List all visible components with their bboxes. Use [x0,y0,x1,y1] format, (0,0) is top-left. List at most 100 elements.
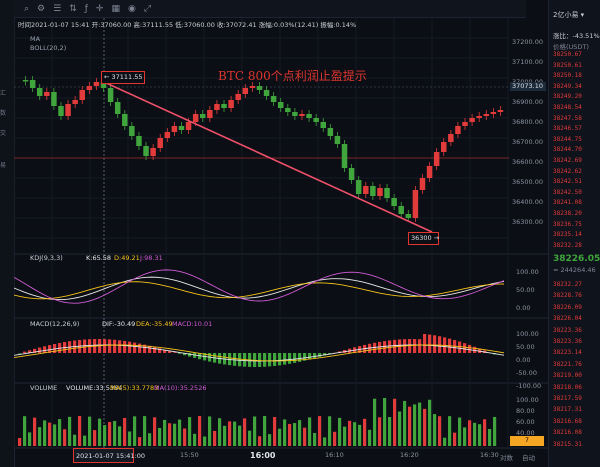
candle-body [221,104,227,108]
indicator-icon[interactable]: ƒ [84,3,88,14]
volume-bar [88,416,92,446]
left-strip-label[interactable]: 数 [0,110,7,117]
ma-label[interactable]: MA [30,35,41,43]
volume-bar [428,399,432,446]
candle-body [157,138,163,148]
volume-bar [358,424,362,446]
macd-bar [323,353,327,356]
bid-price[interactable]: 38226.09 [553,303,582,311]
volume-bar [318,416,322,446]
ask-price[interactable]: 38238.20 [553,210,582,217]
chart-canvas[interactable] [14,18,548,467]
volume-ma5: MA(5):33.7783 [110,384,159,392]
bid-price[interactable]: 38221.76 [553,360,582,368]
macd-bar [118,340,122,353]
auto-scale-toggle[interactable]: 自动 [522,454,535,462]
candle-body [490,112,497,114]
candle-body [185,122,192,130]
order-book-panel: 2亿小易 ▾ 涨比：-43.51% 价格(USDT) 38250.67 38250… [548,0,600,467]
candle-body [476,116,482,118]
ask-price[interactable]: 38242.51 [553,178,582,186]
ask-price[interactable]: 38250.67 [553,51,582,58]
ask-price[interactable]: 38241.08 [553,199,582,207]
volume-bar [38,427,42,446]
interval-select[interactable]: 2亿小易 ▾ [553,11,585,19]
bid-price[interactable]: 38223.36 [553,326,582,334]
ask-price[interactable]: 38246.57 [553,125,582,133]
bid-price[interactable]: 38216.68 [553,417,582,425]
left-strip-label[interactable]: 汇 [0,90,7,97]
volume-bar [158,427,162,446]
candle-body [65,104,71,116]
volume-ma10: MA(10):35.2526 [154,384,207,392]
ask-price[interactable]: 38242.69 [553,157,582,164]
macd-bar [308,353,312,360]
bid-price[interactable]: 38219.00 [553,372,582,380]
volume-bar [103,425,107,446]
macd-bar [288,353,292,364]
volume-bar [253,416,257,446]
log-scale-toggle[interactable]: 对数 [500,454,513,462]
ask-price[interactable]: 38250.18 [553,72,582,80]
kdj-label[interactable]: KDJ(9,3,3) [30,254,63,262]
left-strip-label[interactable]: 交 [0,130,7,137]
ask-price[interactable]: 38236.75 [553,220,582,228]
bid-price[interactable]: 38223.14 [553,349,582,357]
macd-bar [108,339,112,353]
candle-body [249,86,256,88]
ask-price[interactable]: 38250.61 [553,61,582,69]
volume-bar [393,398,397,446]
settings-icon[interactable]: ☰ [53,3,62,14]
bid-price[interactable]: 38232.27 [553,281,582,288]
volume-bar [403,400,407,446]
layout-icon[interactable]: ▦ [111,3,120,14]
price-tick: 36700.00 [512,138,544,146]
ask-price[interactable]: 38247.58 [553,114,582,122]
camera-icon[interactable]: ◉ [127,3,136,14]
bid-price[interactable]: 38223.36 [553,338,582,345]
volume-bar [258,436,262,446]
volume-bar [128,431,132,446]
adjust-icon[interactable]: ⇅ [69,3,77,14]
bid-price[interactable]: 38228.76 [553,292,582,300]
ask-price[interactable]: 38242.50 [553,188,582,196]
fullscreen-icon[interactable]: ⤢ [143,3,152,14]
candle-body [426,166,433,178]
volume-bar [263,416,267,446]
volume-bar [83,435,87,446]
candle-body [334,136,341,144]
bid-price[interactable]: 38217.31 [553,406,582,414]
bid-price[interactable]: 38217.59 [553,395,582,402]
price-tick: 36500.00 [512,178,544,186]
left-strip-label[interactable]: 易 [0,162,7,169]
boll-label[interactable]: BOLL(20,2) [30,44,67,52]
bid-price[interactable]: 38226.04 [553,315,582,323]
macd-bar [33,348,37,353]
volume-bar [98,418,102,446]
bid-price[interactable]: 38218.06 [553,383,582,391]
bid-price[interactable]: 38215.31 [553,440,582,448]
ask-price[interactable]: 38244.70 [553,146,582,154]
candle-body [242,88,249,94]
volume-bar [363,418,367,446]
ask-price[interactable]: 38248.54 [553,104,582,111]
macd-bar [313,353,317,359]
volume-bar [153,417,157,446]
macd-macd-value: MACD:10.01 [172,320,213,328]
search-icon[interactable]: ⌕ [24,3,30,14]
bid-price[interactable]: 38216.08 [553,429,582,437]
bottom-badge[interactable]: 7 [510,436,544,446]
crosshair-icon[interactable]: ✛ [95,3,104,14]
ask-price[interactable]: 38242.62 [553,167,582,175]
ask-price[interactable]: 38232.28 [553,241,582,249]
candle-body [348,168,355,180]
candle-body [86,86,93,90]
volume-label[interactable]: VOLUME [30,384,58,392]
gear-icon[interactable]: ⚙ [37,3,46,14]
ask-price[interactable]: 38249.20 [553,93,582,101]
ask-price[interactable]: 38244.75 [553,135,582,143]
ask-price[interactable]: 38249.34 [553,82,582,90]
macd-bar [163,349,167,353]
macd-label[interactable]: MACD(12,26,9) [30,320,80,328]
ask-price[interactable]: 38235.14 [553,231,582,239]
